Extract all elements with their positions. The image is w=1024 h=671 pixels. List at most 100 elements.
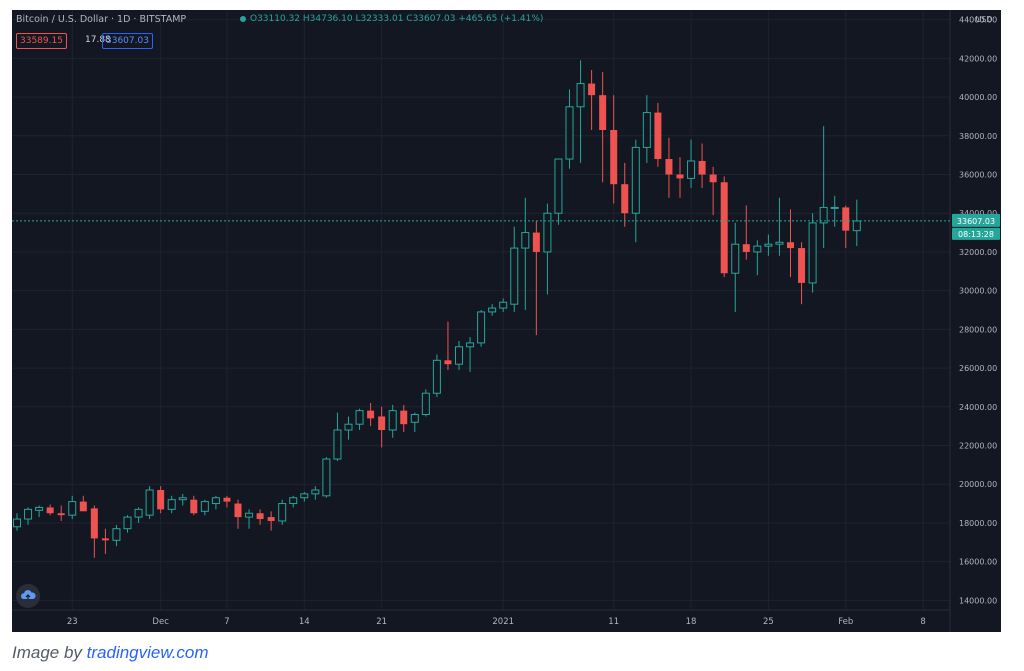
candle-body: [167, 499, 176, 510]
candle-down: [101, 528, 109, 554]
candle-up: [852, 199, 861, 247]
countdown-label-bg: [952, 227, 1000, 240]
candle-body: [521, 232, 530, 249]
candle-up: [211, 495, 220, 510]
candle-down: [234, 499, 242, 529]
candle-down: [256, 509, 264, 525]
candle-body: [344, 423, 353, 431]
time-tick-label: Dec: [152, 617, 169, 627]
chart-panel[interactable]: 23 Dec 7 14 21 2021 11 18 25 Feb 8 USD 14000.00 1600…: [12, 10, 1001, 632]
candle-up: [543, 203, 552, 295]
candle-up: [830, 195, 839, 227]
price-tick-label: 34000.00: [959, 209, 997, 218]
candle-down: [532, 220, 540, 336]
candle-up: [477, 310, 486, 347]
candle-body: [819, 206, 828, 224]
candle-up: [13, 513, 21, 531]
time-tick-label: 11: [608, 617, 619, 627]
candle-up: [24, 507, 33, 525]
candle-down: [90, 505, 98, 558]
candle-body: [35, 506, 44, 511]
price-tick-label: 40000.00: [959, 93, 997, 102]
candle-body: [742, 244, 750, 252]
candle-body: [112, 528, 121, 541]
candle-up: [355, 408, 364, 430]
candle-down: [79, 495, 87, 512]
candle-body: [798, 248, 806, 283]
candle-body: [599, 95, 607, 130]
candle-down: [588, 70, 596, 130]
sell-price-button[interactable]: 33589.15: [16, 33, 67, 49]
candle-body: [211, 497, 220, 505]
candles: [13, 60, 861, 558]
price-tick-label: 38000.00: [959, 132, 997, 141]
time-tick-label: 25: [763, 617, 774, 627]
candle-body: [178, 497, 187, 501]
candle-body: [830, 206, 839, 209]
candle-up: [123, 515, 132, 533]
candle-body: [432, 359, 441, 394]
candle-down: [709, 166, 717, 216]
tradingview-link[interactable]: tradingview.com: [86, 643, 209, 662]
candle-down: [367, 402, 375, 427]
ohlc-text: O33110.32 H34736.10 L32333.01 C33607.03 …: [250, 14, 544, 24]
time-tick-label: 8: [920, 617, 925, 627]
candle-up: [764, 234, 773, 256]
candle-up: [421, 389, 430, 417]
candle-body: [101, 538, 109, 541]
price-tick-label: 14000.00: [959, 596, 997, 605]
candle-up: [819, 126, 828, 249]
candle-body: [554, 158, 563, 214]
candle-body: [576, 83, 585, 108]
candle-body: [543, 212, 552, 253]
caption-prefix: Image by: [12, 643, 87, 662]
candle-body: [654, 112, 662, 160]
last-price-line: 33607.03 08:13:28: [12, 213, 1000, 240]
candle-body: [134, 508, 143, 518]
symbol-title-text: Bitcoin / U.S. Dollar · 1D · BITSTAMP: [16, 14, 187, 25]
candle-body: [145, 489, 154, 516]
candle-body: [852, 220, 861, 232]
candle-down: [742, 205, 750, 260]
candle-up: [167, 495, 176, 514]
candle-down: [444, 321, 452, 370]
candle-body: [676, 174, 684, 179]
spread-value: 17.88: [85, 35, 111, 45]
candle-body: [720, 182, 728, 274]
candle-down: [599, 71, 607, 183]
buy-price-button[interactable]: 33607.03: [102, 33, 153, 49]
price-axis: USD 14000.00 16000.00 18000.00 20000.00 22000…: [949, 10, 1001, 632]
time-tick-label: 21: [376, 617, 387, 627]
candle-down: [787, 209, 794, 278]
candle-body: [79, 501, 87, 512]
candlestick-chart[interactable]: 23 Dec 7 14 21 2021 11 18 25 Feb 8 USD 14000.00 1600…: [12, 10, 1001, 632]
candle-down: [223, 495, 231, 508]
price-tick-label: 32000.00: [959, 248, 997, 257]
candle-up: [466, 337, 475, 372]
candle-up: [731, 222, 740, 312]
candle-up: [289, 495, 298, 508]
tradingview-cloud-icon[interactable]: [16, 584, 40, 608]
time-tick-label: 23: [67, 617, 78, 627]
price-tick-label: 18000.00: [959, 519, 997, 528]
countdown-label: 08:13:28: [958, 230, 994, 239]
candle-body: [267, 517, 275, 521]
candle-up: [112, 524, 121, 547]
candle-up: [178, 493, 187, 506]
candle-body: [808, 222, 817, 284]
candle-down: [654, 102, 662, 167]
candle-body: [488, 307, 497, 313]
candle-body: [610, 130, 618, 185]
candle-body: [477, 311, 486, 344]
candle-up: [642, 95, 651, 163]
candle-down: [798, 242, 806, 305]
candle-up: [565, 89, 574, 169]
candle-up: [554, 158, 563, 225]
candle-body: [200, 501, 209, 512]
candle-body: [775, 241, 784, 245]
symbol-title[interactable]: Bitcoin / U.S. Dollar · 1D · BITSTAMP: [16, 14, 186, 25]
candle-up: [35, 505, 44, 518]
candle-body: [245, 512, 254, 518]
candle-body: [68, 501, 77, 516]
price-tick-label: 16000.00: [959, 558, 997, 567]
